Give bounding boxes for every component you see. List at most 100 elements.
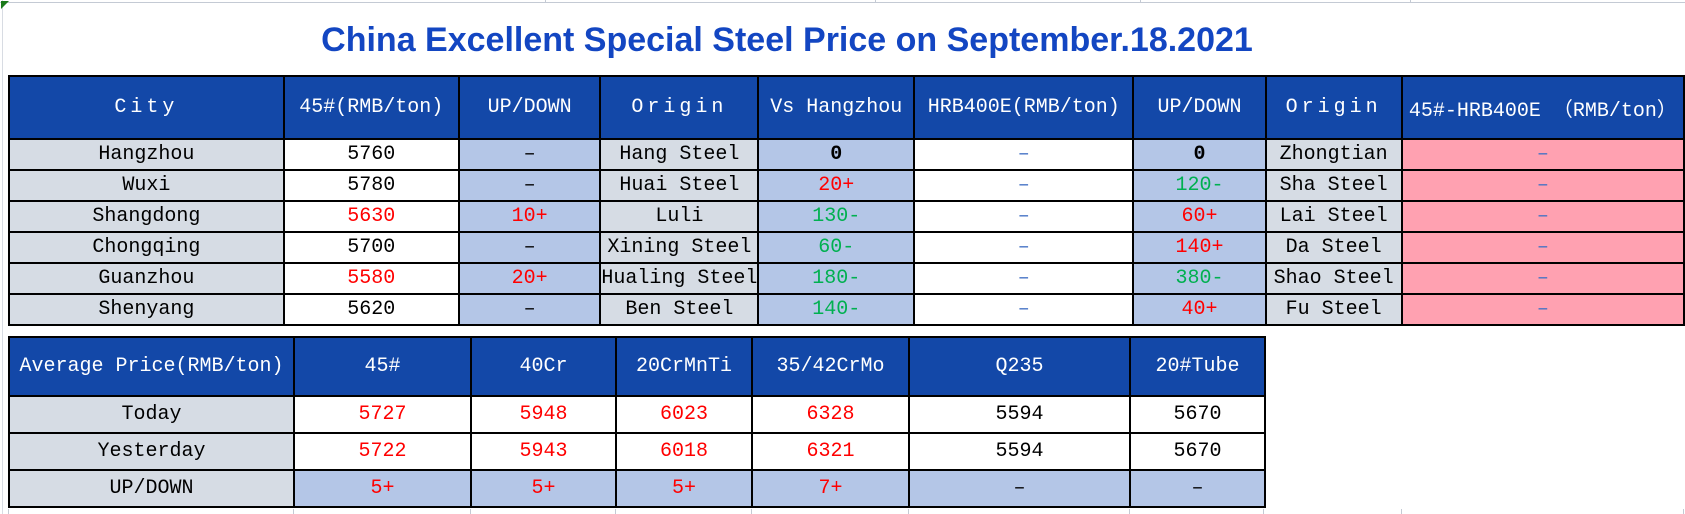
cell-vs-hangzhou[interactable]: 180- [757, 262, 916, 295]
t1-header-city[interactable]: City [8, 75, 285, 140]
cell-price-45[interactable]: 5760 [282, 138, 460, 171]
cell-updown-45[interactable]: 20+ [457, 262, 602, 295]
cell-diff-45-hrb400e[interactable]: – [1400, 231, 1685, 264]
cell-updown-hrb400e[interactable]: 120- [1132, 169, 1267, 202]
cell-price-hrb400e[interactable]: – [913, 200, 1135, 233]
cell-origin-45[interactable]: Hualing Steel [599, 262, 760, 295]
cell-avg-20tube[interactable]: – [1129, 469, 1266, 508]
cell-city[interactable]: Chongqing [8, 231, 285, 264]
cell-price-45[interactable]: 5630 [282, 200, 460, 233]
cell-avg-45[interactable]: 5722 [293, 432, 472, 471]
cell-price-45[interactable]: 5580 [282, 262, 460, 295]
cell-price-hrb400e[interactable]: – [913, 262, 1135, 295]
cell-vs-hangzhou[interactable]: 130- [757, 200, 916, 233]
t1-header-diff-45-hrb400e[interactable]: 45#-HRB400E （RMB/ton） [1400, 75, 1685, 140]
sheet-gridline-stub [545, 0, 546, 3]
cell-origin-hrb400e[interactable]: Da Steel [1264, 231, 1403, 264]
sheet-gridline-stub [615, 509, 616, 514]
t1-header-vs-hangzhou[interactable]: Vs Hangzhou [757, 75, 916, 140]
city-row: Hangzhou 5760– Hang Steel 0–0 Zhongtian – [8, 138, 1685, 171]
cell-avg-35-42crmo[interactable]: 7+ [751, 469, 910, 508]
cell-avg-20crmnti[interactable]: 6018 [615, 432, 753, 471]
cell-origin-45[interactable]: Huai Steel [599, 169, 760, 202]
cell-diff-45-hrb400e[interactable]: – [1400, 169, 1685, 202]
cell-origin-hrb400e[interactable]: Sha Steel [1264, 169, 1403, 202]
cell-avg-row-label[interactable]: Yesterday [8, 432, 295, 471]
cell-avg-45[interactable]: 5+ [293, 469, 472, 508]
cell-price-hrb400e[interactable]: – [913, 169, 1135, 202]
cell-updown-hrb400e[interactable]: 0 [1132, 138, 1267, 171]
cell-avg-40cr[interactable]: 5943 [470, 432, 617, 471]
t2-header-avg-q235[interactable]: Q235 [908, 336, 1131, 397]
cell-updown-45[interactable]: – [457, 231, 602, 264]
cell-vs-hangzhou[interactable]: 60- [757, 231, 916, 264]
cell-avg-q235[interactable]: – [908, 469, 1131, 508]
t1-header-price-45[interactable]: 45#(RMB/ton) [282, 75, 460, 140]
cell-avg-20crmnti[interactable]: 6023 [615, 395, 753, 434]
t2-header-avg-20crmnti[interactable]: 20CrMnTi [615, 336, 753, 397]
cell-diff-45-hrb400e[interactable]: – [1400, 200, 1685, 233]
sheet-title[interactable]: China Excellent Special Steel Price on S… [321, 20, 1253, 59]
cell-vs-hangzhou[interactable]: 140- [757, 293, 916, 326]
cell-avg-45[interactable]: 5727 [293, 395, 472, 434]
cell-avg-20tube[interactable]: 5670 [1129, 432, 1266, 471]
cell-city[interactable]: Shenyang [8, 293, 285, 326]
cell-avg-35-42crmo[interactable]: 6328 [751, 395, 910, 434]
cell-city[interactable]: Shangdong [8, 200, 285, 233]
t1-header-updown-hrb400e[interactable]: UP/DOWN [1132, 75, 1267, 140]
cell-price-45[interactable]: 5700 [282, 231, 460, 264]
cell-avg-40cr[interactable]: 5+ [470, 469, 617, 508]
t1-header-updown-45[interactable]: UP/DOWN [457, 75, 602, 140]
cell-city[interactable]: Hangzhou [8, 138, 285, 171]
t1-header-origin-45[interactable]: Origin [599, 75, 760, 140]
cell-price-hrb400e[interactable]: – [913, 138, 1135, 171]
cell-avg-q235[interactable]: 5594 [908, 395, 1131, 434]
t1-header-origin-hrb400e[interactable]: Origin [1264, 75, 1403, 140]
cell-avg-row-label[interactable]: UP/DOWN [8, 469, 295, 508]
cell-updown-45[interactable]: – [457, 138, 602, 171]
cell-price-hrb400e[interactable]: – [913, 231, 1135, 264]
cell-avg-20tube[interactable]: 5670 [1129, 395, 1266, 434]
city-price-table: City 45#(RMB/ton) UP/DOWN Origin Vs Hangzhou… [8, 75, 1685, 326]
cell-updown-45[interactable]: – [457, 169, 602, 202]
cell-origin-45[interactable]: Xining Steel [599, 231, 760, 264]
t1-header-price-hrb400e[interactable]: HRB400E(RMB/ton) [913, 75, 1135, 140]
cell-price-45[interactable]: 5780 [282, 169, 460, 202]
cell-origin-45[interactable]: Luli [599, 200, 760, 233]
cell-origin-hrb400e[interactable]: Fu Steel [1264, 293, 1403, 326]
cell-origin-hrb400e[interactable]: Lai Steel [1264, 200, 1403, 233]
cell-diff-45-hrb400e[interactable]: – [1400, 138, 1685, 171]
t2-header-avg-35-42crmo[interactable]: 35/42CrMo [751, 336, 910, 397]
cell-city[interactable]: Guanzhou [8, 262, 285, 295]
cell-avg-40cr[interactable]: 5948 [470, 395, 617, 434]
city-row: Chongqing 5700– Xining Steel 60- –140+ Da Ste… [8, 231, 1685, 264]
cell-vs-hangzhou[interactable]: 0 [757, 138, 916, 171]
city-row: Wuxi 5780– Huai Steel 20+ –120- Sha Steel – [8, 169, 1685, 202]
cell-price-45[interactable]: 5620 [282, 293, 460, 326]
cell-updown-45[interactable]: 10+ [457, 200, 602, 233]
cell-origin-hrb400e[interactable]: Zhongtian [1264, 138, 1403, 171]
t2-header-avg-40cr[interactable]: 40Cr [470, 336, 617, 397]
cell-price-hrb400e[interactable]: – [913, 293, 1135, 326]
cell-updown-45[interactable]: – [457, 293, 602, 326]
t2-header-avg-20tube[interactable]: 20#Tube [1129, 336, 1266, 397]
cell-updown-hrb400e[interactable]: 40+ [1132, 293, 1267, 326]
cell-origin-45[interactable]: Ben Steel [599, 293, 760, 326]
cell-diff-45-hrb400e[interactable]: – [1400, 262, 1685, 295]
cell-updown-hrb400e[interactable]: 140+ [1132, 231, 1267, 264]
cell-avg-row-label[interactable]: Today [8, 395, 295, 434]
sheet-gridline-stub [1683, 509, 1684, 514]
cell-updown-hrb400e[interactable]: 60+ [1132, 200, 1267, 233]
cell-updown-hrb400e[interactable]: 380- [1132, 262, 1267, 295]
cell-avg-35-42crmo[interactable]: 6321 [751, 432, 910, 471]
cell-vs-hangzhou[interactable]: 20+ [757, 169, 916, 202]
cell-origin-45[interactable]: Hang Steel [599, 138, 760, 171]
cell-origin-hrb400e[interactable]: Shao Steel [1264, 262, 1403, 295]
cell-avg-q235[interactable]: 5594 [908, 432, 1131, 471]
t2-header-avg-45[interactable]: 45# [293, 336, 472, 397]
t2-header-avg-label[interactable]: Average Price(RMB/ton) [8, 336, 295, 397]
cell-avg-20crmnti[interactable]: 5+ [615, 469, 753, 508]
cell-diff-45-hrb400e[interactable]: – [1400, 293, 1685, 326]
cell-city[interactable]: Wuxi [8, 169, 285, 202]
